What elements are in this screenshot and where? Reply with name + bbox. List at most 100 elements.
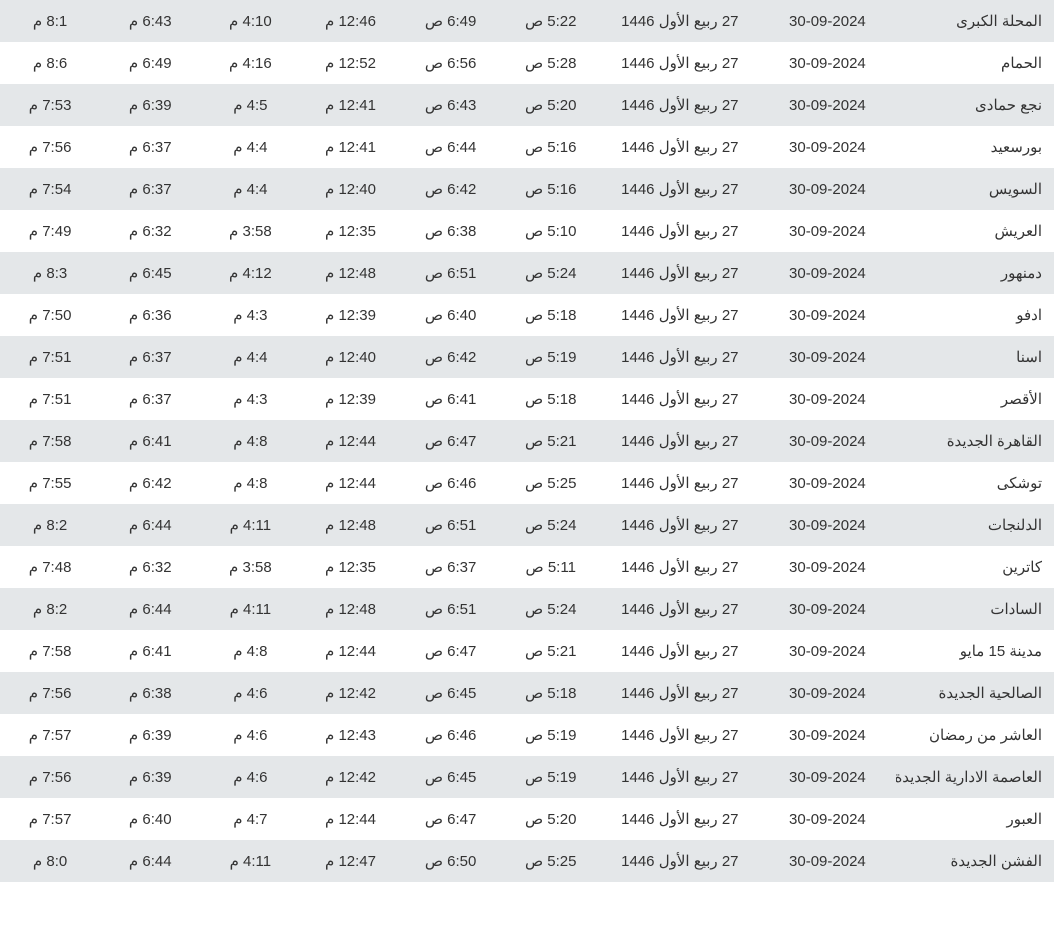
cell-t4: 4:16 م (200, 42, 300, 84)
cell-city: العبور (896, 798, 1054, 840)
cell-t3: 12:39 م (300, 378, 400, 420)
cell-t2: 6:46 ص (401, 462, 501, 504)
cell-t2: 6:46 ص (401, 714, 501, 756)
table-row: الأقصر30-09-202427 ربيع الأول 14465:18 ص… (0, 378, 1054, 420)
cell-t5: 6:37 م (100, 168, 200, 210)
cell-t4: 3:58 م (200, 210, 300, 252)
cell-t5: 6:44 م (100, 588, 200, 630)
cell-t1: 5:28 ص (501, 42, 601, 84)
cell-t2: 6:40 ص (401, 294, 501, 336)
cell-gdate: 30-09-2024 (759, 630, 896, 672)
cell-t2: 6:51 ص (401, 588, 501, 630)
cell-t1: 5:24 ص (501, 504, 601, 546)
cell-t1: 5:20 ص (501, 798, 601, 840)
prayer-times-table: المحلة الكبرى30-09-202427 ربيع الأول 144… (0, 0, 1054, 882)
cell-t5: 6:41 م (100, 420, 200, 462)
table-row: توشكى30-09-202427 ربيع الأول 14465:25 ص6… (0, 462, 1054, 504)
cell-gdate: 30-09-2024 (759, 714, 896, 756)
cell-city: دمنهور (896, 252, 1054, 294)
cell-city: العاصمة الادارية الجديدة (896, 756, 1054, 798)
cell-t6: 8:2 م (0, 504, 100, 546)
table-row: السادات30-09-202427 ربيع الأول 14465:24 … (0, 588, 1054, 630)
cell-t2: 6:44 ص (401, 126, 501, 168)
cell-t2: 6:47 ص (401, 798, 501, 840)
cell-gdate: 30-09-2024 (759, 462, 896, 504)
cell-t2: 6:45 ص (401, 756, 501, 798)
cell-t2: 6:45 ص (401, 672, 501, 714)
cell-t3: 12:52 م (300, 42, 400, 84)
cell-t3: 12:48 م (300, 252, 400, 294)
cell-t2: 6:49 ص (401, 0, 501, 42)
table-row: المحلة الكبرى30-09-202427 ربيع الأول 144… (0, 0, 1054, 42)
cell-t1: 5:24 ص (501, 588, 601, 630)
cell-city: توشكى (896, 462, 1054, 504)
cell-city: المحلة الكبرى (896, 0, 1054, 42)
cell-hdate: 27 ربيع الأول 1446 (601, 672, 759, 714)
cell-t1: 5:25 ص (501, 840, 601, 882)
cell-city: نجع حمادى (896, 84, 1054, 126)
cell-t1: 5:25 ص (501, 462, 601, 504)
cell-t1: 5:16 ص (501, 168, 601, 210)
cell-t5: 6:32 م (100, 546, 200, 588)
cell-t1: 5:18 ص (501, 294, 601, 336)
cell-hdate: 27 ربيع الأول 1446 (601, 378, 759, 420)
cell-t4: 3:58 م (200, 546, 300, 588)
cell-t6: 8:1 م (0, 0, 100, 42)
cell-t1: 5:18 ص (501, 672, 601, 714)
cell-t3: 12:39 م (300, 294, 400, 336)
cell-t2: 6:42 ص (401, 336, 501, 378)
cell-gdate: 30-09-2024 (759, 672, 896, 714)
cell-t1: 5:21 ص (501, 420, 601, 462)
cell-hdate: 27 ربيع الأول 1446 (601, 588, 759, 630)
cell-t3: 12:48 م (300, 504, 400, 546)
cell-hdate: 27 ربيع الأول 1446 (601, 210, 759, 252)
cell-hdate: 27 ربيع الأول 1446 (601, 252, 759, 294)
cell-t6: 7:54 م (0, 168, 100, 210)
cell-hdate: 27 ربيع الأول 1446 (601, 84, 759, 126)
cell-t6: 7:50 م (0, 294, 100, 336)
cell-t5: 6:37 م (100, 336, 200, 378)
cell-t6: 8:6 م (0, 42, 100, 84)
cell-t5: 6:41 م (100, 630, 200, 672)
cell-gdate: 30-09-2024 (759, 210, 896, 252)
cell-hdate: 27 ربيع الأول 1446 (601, 0, 759, 42)
cell-city: اسنا (896, 336, 1054, 378)
table-row: دمنهور30-09-202427 ربيع الأول 14465:24 ص… (0, 252, 1054, 294)
cell-t6: 7:57 م (0, 798, 100, 840)
cell-t3: 12:42 م (300, 756, 400, 798)
cell-gdate: 30-09-2024 (759, 42, 896, 84)
cell-t6: 7:56 م (0, 672, 100, 714)
cell-t2: 6:47 ص (401, 630, 501, 672)
cell-t3: 12:41 م (300, 84, 400, 126)
cell-t5: 6:37 م (100, 378, 200, 420)
table-row: الفشن الجديدة30-09-202427 ربيع الأول 144… (0, 840, 1054, 882)
cell-city: السادات (896, 588, 1054, 630)
table-row: الحمام30-09-202427 ربيع الأول 14465:28 ص… (0, 42, 1054, 84)
cell-t3: 12:35 م (300, 546, 400, 588)
cell-city: الأقصر (896, 378, 1054, 420)
cell-t4: 4:4 م (200, 336, 300, 378)
cell-t3: 12:48 م (300, 588, 400, 630)
cell-gdate: 30-09-2024 (759, 126, 896, 168)
cell-t2: 6:47 ص (401, 420, 501, 462)
cell-t5: 6:39 م (100, 84, 200, 126)
cell-hdate: 27 ربيع الأول 1446 (601, 126, 759, 168)
cell-t5: 6:44 م (100, 840, 200, 882)
cell-t6: 7:58 م (0, 630, 100, 672)
cell-t5: 6:44 م (100, 504, 200, 546)
cell-t1: 5:21 ص (501, 630, 601, 672)
cell-hdate: 27 ربيع الأول 1446 (601, 294, 759, 336)
cell-gdate: 30-09-2024 (759, 336, 896, 378)
cell-hdate: 27 ربيع الأول 1446 (601, 546, 759, 588)
table-row: السويس30-09-202427 ربيع الأول 14465:16 ص… (0, 168, 1054, 210)
cell-t4: 4:10 م (200, 0, 300, 42)
cell-hdate: 27 ربيع الأول 1446 (601, 504, 759, 546)
cell-t4: 4:3 م (200, 378, 300, 420)
table-row: مدينة 15 مايو30-09-202427 ربيع الأول 144… (0, 630, 1054, 672)
cell-city: القاهرة الجديدة (896, 420, 1054, 462)
cell-t3: 12:44 م (300, 630, 400, 672)
cell-t1: 5:19 ص (501, 714, 601, 756)
cell-hdate: 27 ربيع الأول 1446 (601, 840, 759, 882)
table-row: بورسعيد30-09-202427 ربيع الأول 14465:16 … (0, 126, 1054, 168)
cell-t4: 4:8 م (200, 630, 300, 672)
